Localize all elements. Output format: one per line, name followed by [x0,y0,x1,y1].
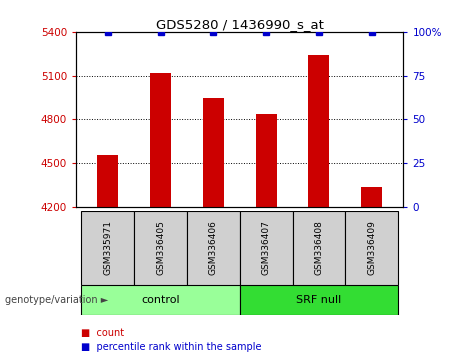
Title: GDS5280 / 1436990_s_at: GDS5280 / 1436990_s_at [156,18,324,31]
Text: ■  count: ■ count [81,328,124,338]
Bar [240,285,398,315]
Text: GSM336406: GSM336406 [209,220,218,275]
Bar [81,211,134,285]
Bar [81,285,240,315]
Bar [345,211,398,285]
Text: GSM336408: GSM336408 [314,220,324,275]
Bar [187,211,240,285]
Bar [308,55,330,207]
Text: GSM336407: GSM336407 [261,220,271,275]
Bar [255,114,277,207]
Text: genotype/variation ►: genotype/variation ► [5,295,108,305]
Text: GSM336409: GSM336409 [367,220,376,275]
Text: GSM335971: GSM335971 [103,220,112,275]
Text: control: control [141,295,180,305]
Text: SRF null: SRF null [296,295,342,305]
Bar [293,211,345,285]
Bar [150,73,171,207]
Bar [97,154,118,207]
Bar [203,98,224,207]
Text: GSM336405: GSM336405 [156,220,165,275]
Bar [361,187,382,207]
Bar [134,211,187,285]
Text: ■  percentile rank within the sample: ■ percentile rank within the sample [81,342,261,352]
Bar [240,211,293,285]
